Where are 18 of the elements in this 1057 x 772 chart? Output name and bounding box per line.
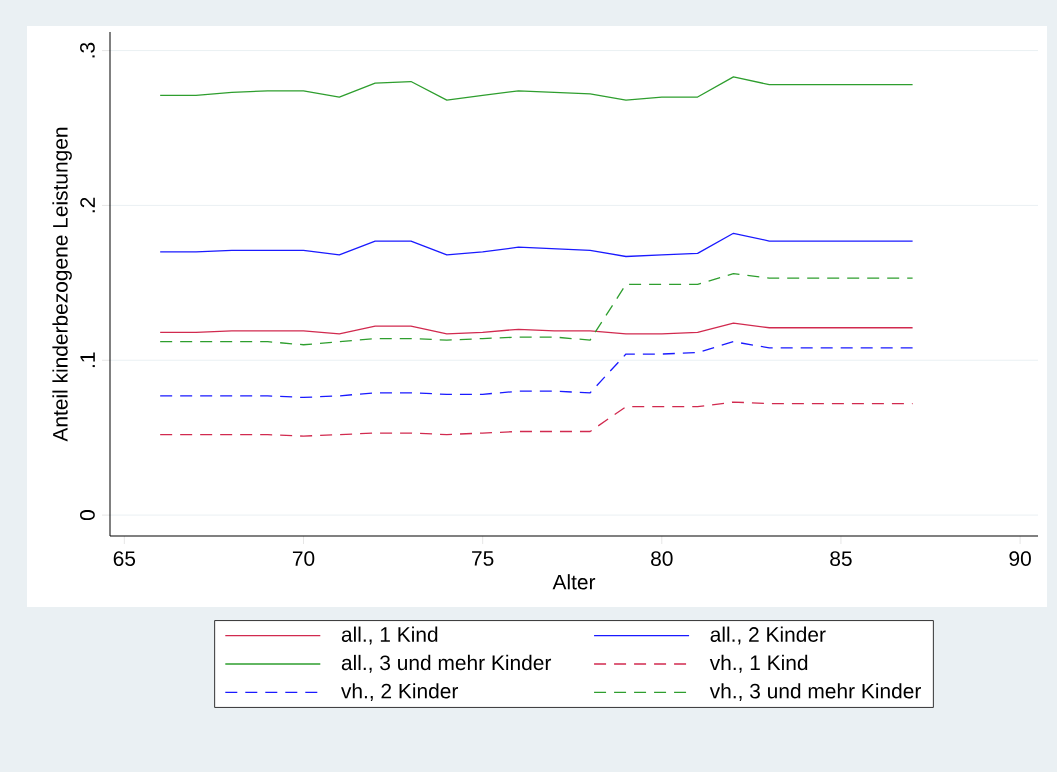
y-tick-label: .1 — [80, 352, 95, 368]
legend-label: vh., 2 Kinder — [341, 683, 459, 701]
y-tick-label: .2 — [80, 197, 95, 213]
legend-label: all., 3 und mehr Kinder — [341, 654, 552, 673]
x-tick-label: 80 — [651, 551, 673, 566]
legend-label: all., 1 Kind — [341, 626, 438, 645]
legend-label: all., 2 Kinder — [710, 626, 826, 645]
x-tick-label: 65 — [113, 551, 136, 566]
x-axis-title: Alter — [552, 574, 596, 590]
legend-label: vh., 1 Kind — [709, 654, 808, 673]
legend-label: vh., 3 und mehr Kinder — [709, 683, 921, 701]
y-tick-label: .3 — [80, 42, 95, 58]
y-tick-label: 0 — [80, 510, 95, 521]
x-tick-label: 90 — [1009, 551, 1031, 566]
y-axis-title: Anteil kinderbezogene Leistungen — [52, 127, 72, 442]
x-tick-label: 75 — [472, 551, 494, 566]
x-tick-label: 85 — [830, 551, 852, 566]
x-tick-label: 70 — [292, 551, 315, 566]
